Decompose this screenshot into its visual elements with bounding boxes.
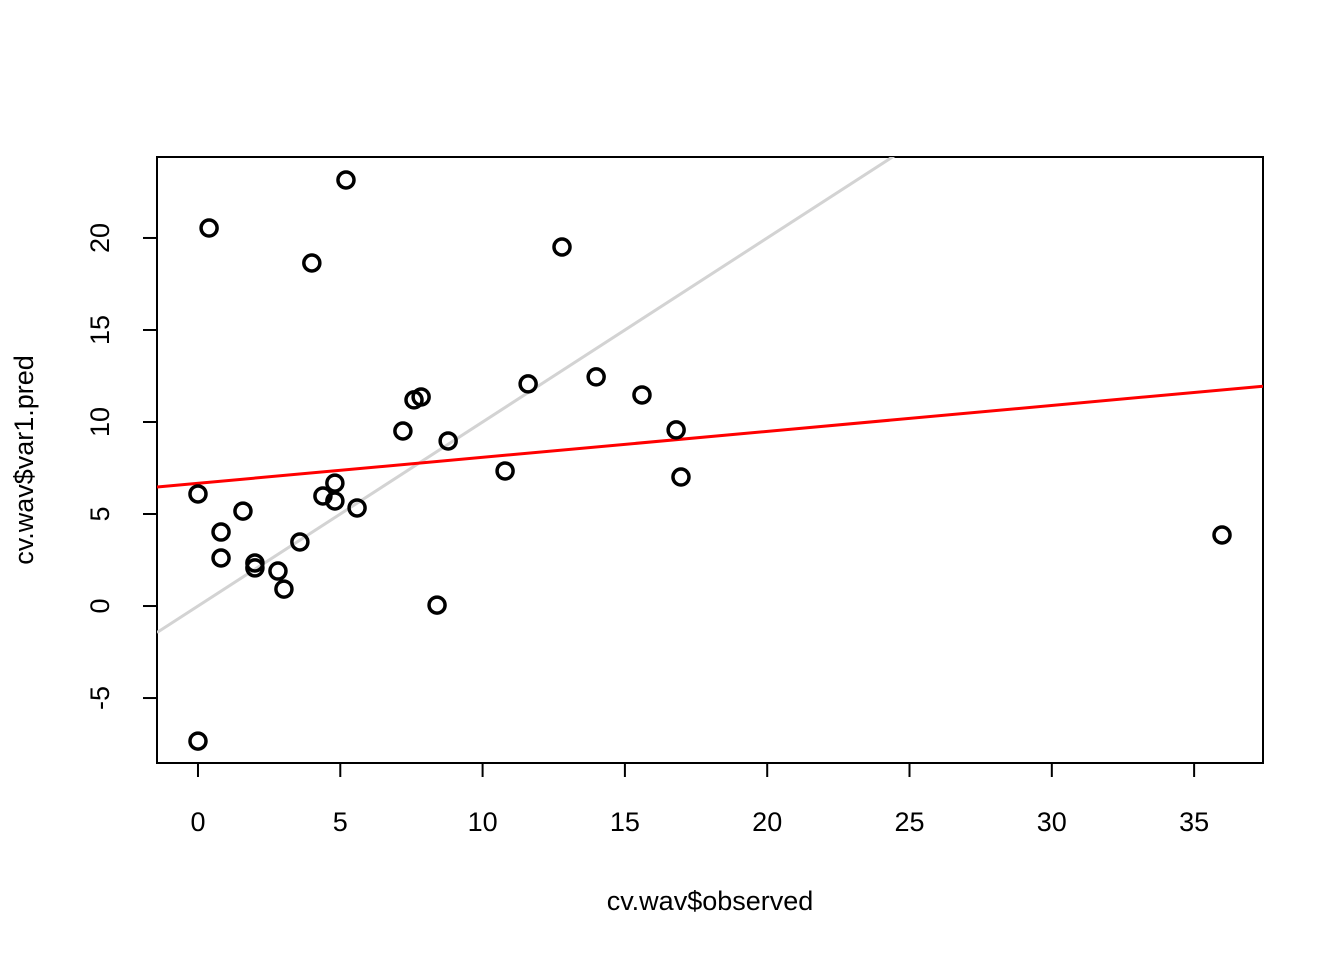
x-tick-label: 30 bbox=[1037, 807, 1067, 837]
y-tick-label: 10 bbox=[85, 407, 115, 437]
point bbox=[336, 170, 356, 190]
y-tick-label: 5 bbox=[85, 506, 115, 521]
point bbox=[393, 421, 413, 441]
point bbox=[245, 558, 265, 578]
point bbox=[268, 561, 288, 581]
y-tick-label: 0 bbox=[85, 599, 115, 614]
point bbox=[274, 579, 294, 599]
point bbox=[347, 498, 367, 518]
reference-line bbox=[157, 157, 896, 634]
point bbox=[325, 491, 345, 511]
x-tick-label: 15 bbox=[610, 807, 640, 837]
x-tick-label: 0 bbox=[190, 807, 205, 837]
x-tick-label: 5 bbox=[333, 807, 348, 837]
point bbox=[411, 387, 431, 407]
x-axis-title: cv.wav$observed bbox=[607, 886, 814, 916]
point bbox=[495, 461, 515, 481]
point bbox=[518, 374, 538, 394]
reference-line bbox=[157, 384, 1263, 489]
point bbox=[666, 420, 686, 440]
point bbox=[325, 473, 345, 493]
point bbox=[632, 385, 652, 405]
x-tick-label: 10 bbox=[468, 807, 498, 837]
x-tick-label: 20 bbox=[752, 807, 782, 837]
point bbox=[211, 548, 231, 568]
point bbox=[290, 532, 310, 552]
y-tick-label: 20 bbox=[85, 223, 115, 253]
point bbox=[552, 237, 572, 257]
point bbox=[188, 731, 208, 751]
y-tick-label: -5 bbox=[85, 686, 115, 710]
point bbox=[438, 431, 458, 451]
point bbox=[586, 367, 606, 387]
point bbox=[233, 501, 253, 521]
point bbox=[199, 218, 219, 238]
point bbox=[211, 522, 231, 542]
point bbox=[302, 253, 322, 273]
x-tick-label: 35 bbox=[1179, 807, 1209, 837]
point bbox=[427, 595, 447, 615]
plot-box bbox=[156, 156, 1264, 764]
point bbox=[1212, 525, 1232, 545]
point bbox=[188, 484, 208, 504]
y-axis-title: cv.wav$var1.pred bbox=[9, 355, 39, 565]
point bbox=[671, 467, 691, 487]
fit-lines bbox=[157, 157, 1263, 634]
y-tick-label: 15 bbox=[85, 315, 115, 345]
x-tick-label: 25 bbox=[894, 807, 924, 837]
